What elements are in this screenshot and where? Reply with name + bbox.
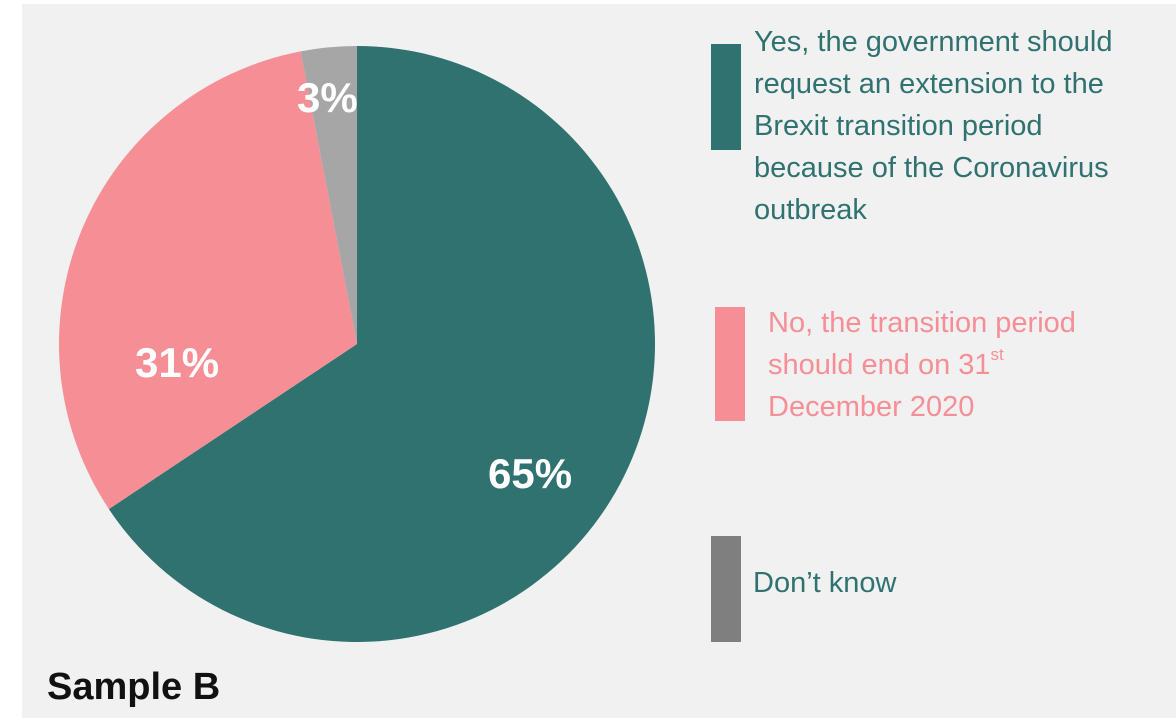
- legend-label-no: No, the transition period should end on …: [768, 302, 1076, 428]
- legend-no-line: should end on 31st: [768, 344, 1076, 386]
- legend-no-line: No, the transition period: [768, 302, 1076, 344]
- legend-label-yes: Yes, the government should request an ex…: [754, 21, 1112, 231]
- legend-yes-line: request an extension to the: [754, 63, 1112, 105]
- legend-yes-line: outbreak: [754, 189, 1112, 231]
- sample-title: Sample B: [47, 668, 220, 706]
- legend-no-line: December 2020: [768, 386, 1076, 428]
- legend-no-superscript: st: [991, 345, 1004, 364]
- legend-label-dont-know: Don’t know: [753, 562, 896, 604]
- chart-panel: 65% 31% 3% Yes, the government should re…: [22, 4, 1176, 718]
- legend-swatch-dont-know: [711, 536, 741, 642]
- legend-swatch-yes: [711, 44, 741, 150]
- slice-label-no: 31%: [135, 342, 219, 384]
- legend-yes-line: Yes, the government should: [754, 21, 1112, 63]
- slice-label-yes: 65%: [488, 453, 572, 495]
- legend-yes-line: because of the Coronavirus: [754, 147, 1112, 189]
- slice-label-dont-know: 3%: [297, 77, 358, 119]
- legend-no-line2-text: should end on 31: [768, 349, 991, 381]
- legend-swatch-no: [715, 307, 745, 421]
- legend-yes-line: Brexit transition period: [754, 105, 1112, 147]
